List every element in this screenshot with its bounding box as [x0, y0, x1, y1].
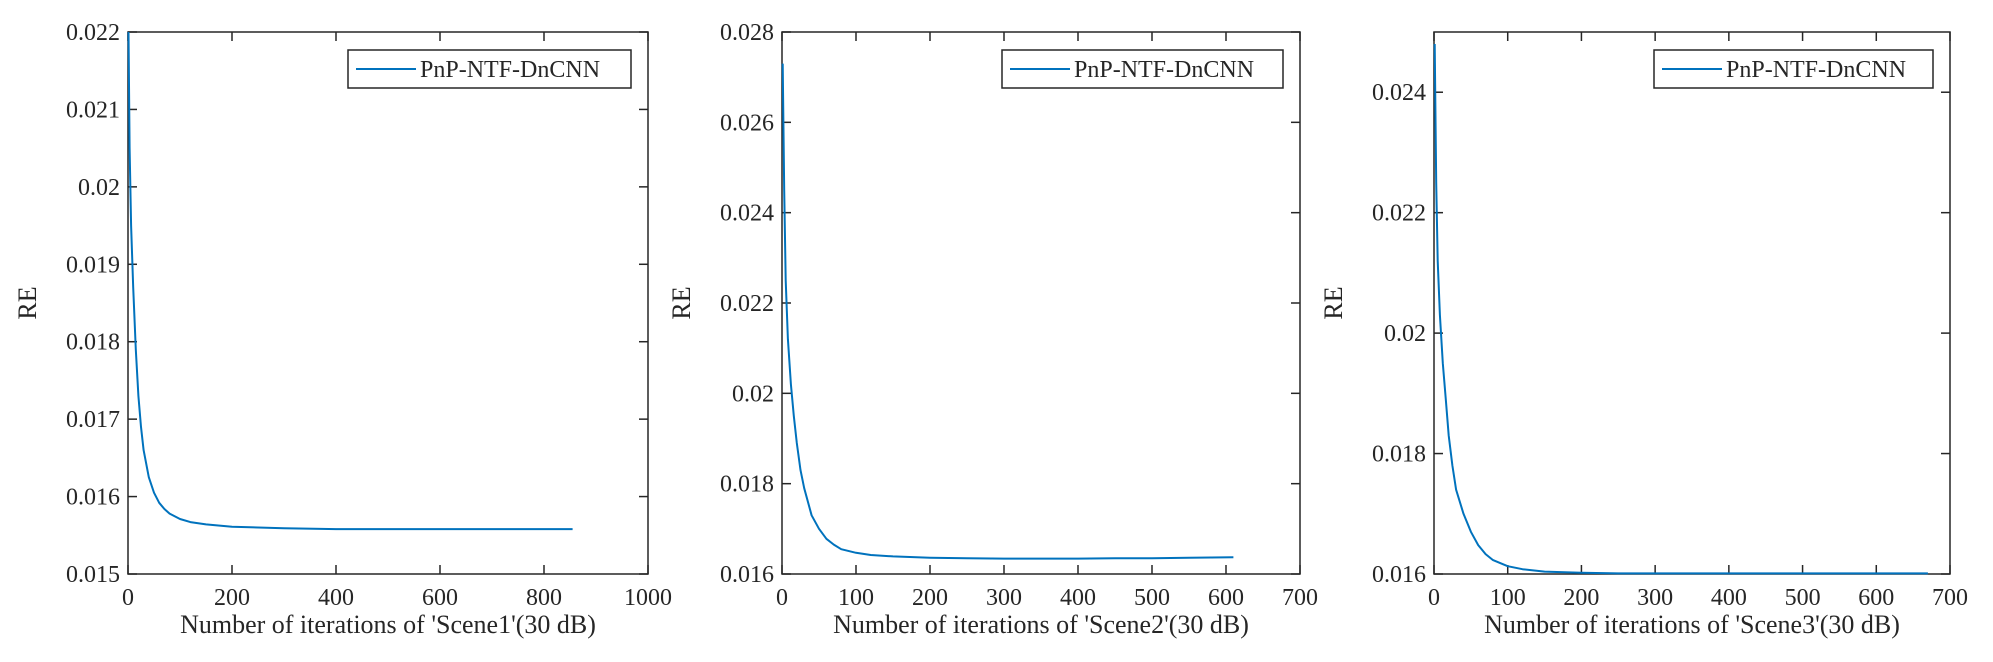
y-tick-label: 0.017: [66, 407, 120, 433]
x-tick-label: 200: [214, 585, 250, 611]
legend-label: PnP-NTF-DnCNN: [1726, 57, 1906, 83]
x-tick-label: 200: [912, 585, 948, 611]
x-axis-label: Number of iterations of 'Scene2'(30 dB): [833, 610, 1249, 639]
legend: PnP-NTF-DnCNN: [347, 49, 632, 89]
x-tick-label: 800: [526, 585, 562, 611]
y-axis-label: RE: [667, 286, 696, 319]
y-tick-label: 0.022: [1372, 201, 1426, 227]
legend-label: PnP-NTF-DnCNN: [420, 57, 600, 83]
chart-panel-1: 0 200 400 600 800 1000 0.015 0.016 0.017 0.018 0.0…: [13, 20, 672, 639]
y-tick-label: 0.022: [720, 291, 774, 317]
x-tick-label: 300: [1637, 585, 1673, 611]
y-tick-label: 0.016: [66, 485, 120, 511]
y-tick-label: 0.02: [78, 175, 120, 201]
y-tick-label: 0.018: [1372, 442, 1426, 468]
axes-box: [127, 31, 649, 575]
x-tick-label: 300: [986, 585, 1022, 611]
y-tick-label: 0.022: [66, 20, 120, 46]
x-tick-label: 100: [838, 585, 874, 611]
x-tick-label: 0: [1428, 585, 1440, 611]
y-tick-label: 0.028: [720, 20, 774, 46]
axes-box: [1433, 31, 1951, 575]
x-tick-label: 0: [122, 585, 134, 611]
x-tick-label: 500: [1785, 585, 1821, 611]
series-line-1: [781, 63, 1234, 560]
x-tick-label: 400: [1711, 585, 1747, 611]
y-tick-label: 0.026: [720, 110, 774, 136]
x-axis-label: Number of iterations of 'Scene3'(30 dB): [1484, 610, 1900, 639]
y-tick-label: 0.018: [66, 330, 120, 356]
x-tick-label: 400: [1060, 585, 1096, 611]
legend: PnP-NTF-DnCNN: [1001, 49, 1284, 89]
legend: PnP-NTF-DnCNN: [1653, 49, 1934, 89]
y-tick-label: 0.02: [1384, 321, 1426, 347]
y-tick-label: 0.016: [1372, 562, 1426, 588]
y-tick-label: 0.024: [1372, 80, 1426, 106]
x-tick-label: 500: [1134, 585, 1170, 611]
y-axis-label: RE: [1319, 286, 1348, 319]
y-tick-label: 0.016: [720, 562, 774, 588]
x-tick-label: 700: [1282, 585, 1318, 611]
x-tick-label: 600: [1858, 585, 1894, 611]
x-tick-label: 600: [422, 585, 458, 611]
x-tick-label: 400: [318, 585, 354, 611]
x-tick-label: 200: [1563, 585, 1599, 611]
y-tick-label: 0.019: [66, 252, 120, 278]
x-tick-label: 0: [776, 585, 788, 611]
y-tick-label: 0.015: [66, 562, 120, 588]
y-tick-label: 0.024: [720, 201, 774, 227]
series-line-1: [127, 31, 573, 531]
chart-panel-3: 0 100 200 300 400 500 600 700 0.016 0.018 0.02 0.02…: [1319, 31, 1968, 639]
chart-panel-2: 0 100 200 300 400 500 600 700 0.016 0.018 0.02 0.02…: [667, 20, 1318, 639]
legend-label: PnP-NTF-DnCNN: [1074, 57, 1254, 83]
y-tick-label: 0.021: [66, 97, 120, 123]
series-line-1: [1433, 43, 1928, 575]
y-axis-label: RE: [13, 286, 42, 319]
x-tick-label: 600: [1208, 585, 1244, 611]
y-tick-label: 0.018: [720, 472, 774, 498]
x-tick-label: 700: [1932, 585, 1968, 611]
x-tick-label: 1000: [624, 585, 672, 611]
axes-box: [781, 31, 1301, 575]
x-axis-label: Number of iterations of 'Scene1'(30 dB): [180, 610, 596, 639]
y-tick-label: 0.02: [732, 381, 774, 407]
x-tick-label: 100: [1490, 585, 1526, 611]
